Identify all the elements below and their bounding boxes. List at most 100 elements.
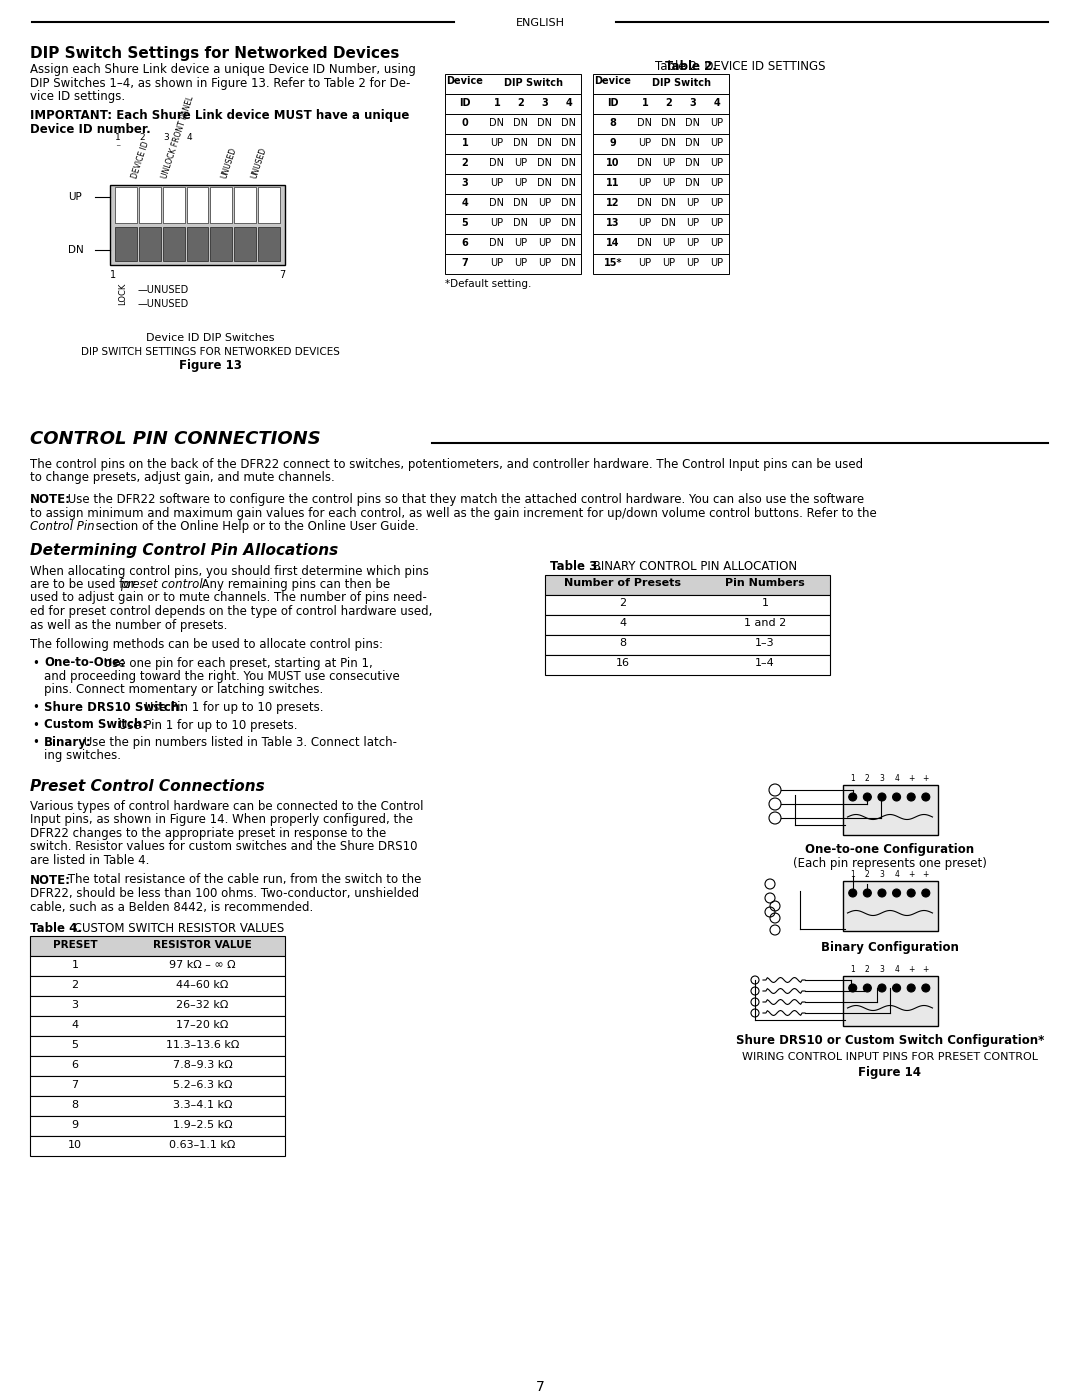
Text: section of the Online Help or to the Online User Guide.: section of the Online Help or to the Onl… <box>92 520 419 534</box>
Circle shape <box>849 793 856 800</box>
Text: 12: 12 <box>606 198 620 208</box>
Text: DN: DN <box>637 158 652 168</box>
Text: 1: 1 <box>850 965 855 974</box>
Text: •: • <box>32 657 39 669</box>
Text: •: • <box>32 736 39 749</box>
Text: 0: 0 <box>461 117 469 129</box>
Bar <box>30 1076 285 1097</box>
Text: preset control: preset control <box>120 578 203 591</box>
Bar <box>545 655 831 675</box>
Text: DN: DN <box>538 117 553 129</box>
Text: 3: 3 <box>461 177 469 189</box>
Bar <box>445 94 581 115</box>
Text: UNUSED: UNUSED <box>249 147 269 180</box>
Text: Binary:: Binary: <box>44 736 92 749</box>
Text: UP: UP <box>539 198 552 208</box>
Text: UP: UP <box>711 237 724 249</box>
Text: UP: UP <box>539 218 552 228</box>
Text: 15*: 15* <box>604 258 622 268</box>
Text: UP: UP <box>662 258 676 268</box>
Bar <box>30 1037 285 1056</box>
Text: Shure DRS10 Switch:: Shure DRS10 Switch: <box>44 701 184 714</box>
Bar <box>110 184 285 265</box>
Bar <box>234 187 256 224</box>
Text: 10: 10 <box>606 158 620 168</box>
Text: UP: UP <box>711 218 724 228</box>
Text: Assign each Shure Link device a unique Device ID Number, using: Assign each Shure Link device a unique D… <box>30 63 416 75</box>
Text: UP: UP <box>638 258 651 268</box>
Text: 8: 8 <box>609 117 617 129</box>
Text: UP: UP <box>662 177 676 189</box>
Text: Device: Device <box>595 75 632 87</box>
Text: 3: 3 <box>71 1000 79 1010</box>
Text: ing switches.: ing switches. <box>44 750 121 763</box>
Bar <box>30 996 285 1016</box>
Text: Figure 13: Figure 13 <box>178 359 242 372</box>
Text: DN: DN <box>661 218 676 228</box>
Text: DIP Switch: DIP Switch <box>651 78 711 88</box>
Text: UP: UP <box>687 218 700 228</box>
Text: UP: UP <box>490 218 503 228</box>
Bar <box>211 226 232 261</box>
Bar <box>258 226 280 261</box>
Text: *Default setting.: *Default setting. <box>445 279 531 289</box>
Text: UP: UP <box>638 138 651 148</box>
Bar <box>445 154 581 175</box>
Circle shape <box>907 793 915 800</box>
Text: UP: UP <box>662 237 676 249</box>
Text: 4: 4 <box>894 870 899 879</box>
Text: DN: DN <box>562 198 577 208</box>
Text: PRESET: PRESET <box>53 940 97 950</box>
Text: 7: 7 <box>461 258 469 268</box>
Bar <box>445 194 581 214</box>
Text: Custom Switch:: Custom Switch: <box>44 718 147 732</box>
Bar <box>593 214 729 235</box>
Text: 1: 1 <box>116 133 121 142</box>
Text: Table 2.: Table 2. <box>665 60 717 73</box>
Bar <box>30 1056 285 1076</box>
Bar <box>842 977 937 1025</box>
Text: WIRING CONTROL INPUT PINS FOR PRESET CONTROL: WIRING CONTROL INPUT PINS FOR PRESET CON… <box>742 1052 1038 1062</box>
Text: DN: DN <box>637 198 652 208</box>
Bar <box>545 574 831 595</box>
Bar <box>593 115 729 134</box>
Text: used to adjust gain or to mute channels. The number of pins need-: used to adjust gain or to mute channels.… <box>30 591 427 605</box>
Text: vice ID settings.: vice ID settings. <box>30 89 125 103</box>
Bar <box>842 882 937 930</box>
Text: •: • <box>32 701 39 714</box>
Circle shape <box>878 983 886 992</box>
Bar <box>593 154 729 175</box>
Text: 7: 7 <box>71 1080 79 1090</box>
Text: +: + <box>908 774 915 782</box>
Text: 11: 11 <box>606 177 620 189</box>
Bar <box>593 175 729 194</box>
Text: DN: DN <box>562 138 577 148</box>
Bar <box>30 1097 285 1116</box>
Text: +: + <box>922 965 929 974</box>
Text: as well as the number of presets.: as well as the number of presets. <box>30 619 228 631</box>
Text: UP: UP <box>638 177 651 189</box>
Circle shape <box>907 888 915 897</box>
Text: —UNUSED: —UNUSED <box>138 299 189 309</box>
Text: 44–60 kΩ: 44–60 kΩ <box>176 981 229 990</box>
Text: DN: DN <box>538 138 553 148</box>
Text: DN: DN <box>661 117 676 129</box>
Text: DN: DN <box>489 117 504 129</box>
Text: DN: DN <box>562 258 577 268</box>
Text: 5: 5 <box>71 1039 79 1051</box>
Text: The control pins on the back of the DFR22 connect to switches, potentiometers, a: The control pins on the back of the DFR2… <box>30 458 863 471</box>
Text: 4: 4 <box>71 1020 79 1030</box>
Text: Table 2. DEVICE ID SETTINGS: Table 2. DEVICE ID SETTINGS <box>654 60 825 73</box>
Text: UP: UP <box>490 138 503 148</box>
Circle shape <box>863 888 872 897</box>
Bar <box>163 187 185 224</box>
Text: NOTE:: NOTE: <box>30 493 71 506</box>
Text: —UNUSED: —UNUSED <box>138 285 189 295</box>
Circle shape <box>892 888 901 897</box>
Text: 1: 1 <box>850 870 855 879</box>
Bar <box>234 226 256 261</box>
Text: Figure 14: Figure 14 <box>859 1066 921 1078</box>
Text: UNUSED: UNUSED <box>220 147 239 180</box>
Text: DN: DN <box>538 177 553 189</box>
Bar <box>163 226 185 261</box>
